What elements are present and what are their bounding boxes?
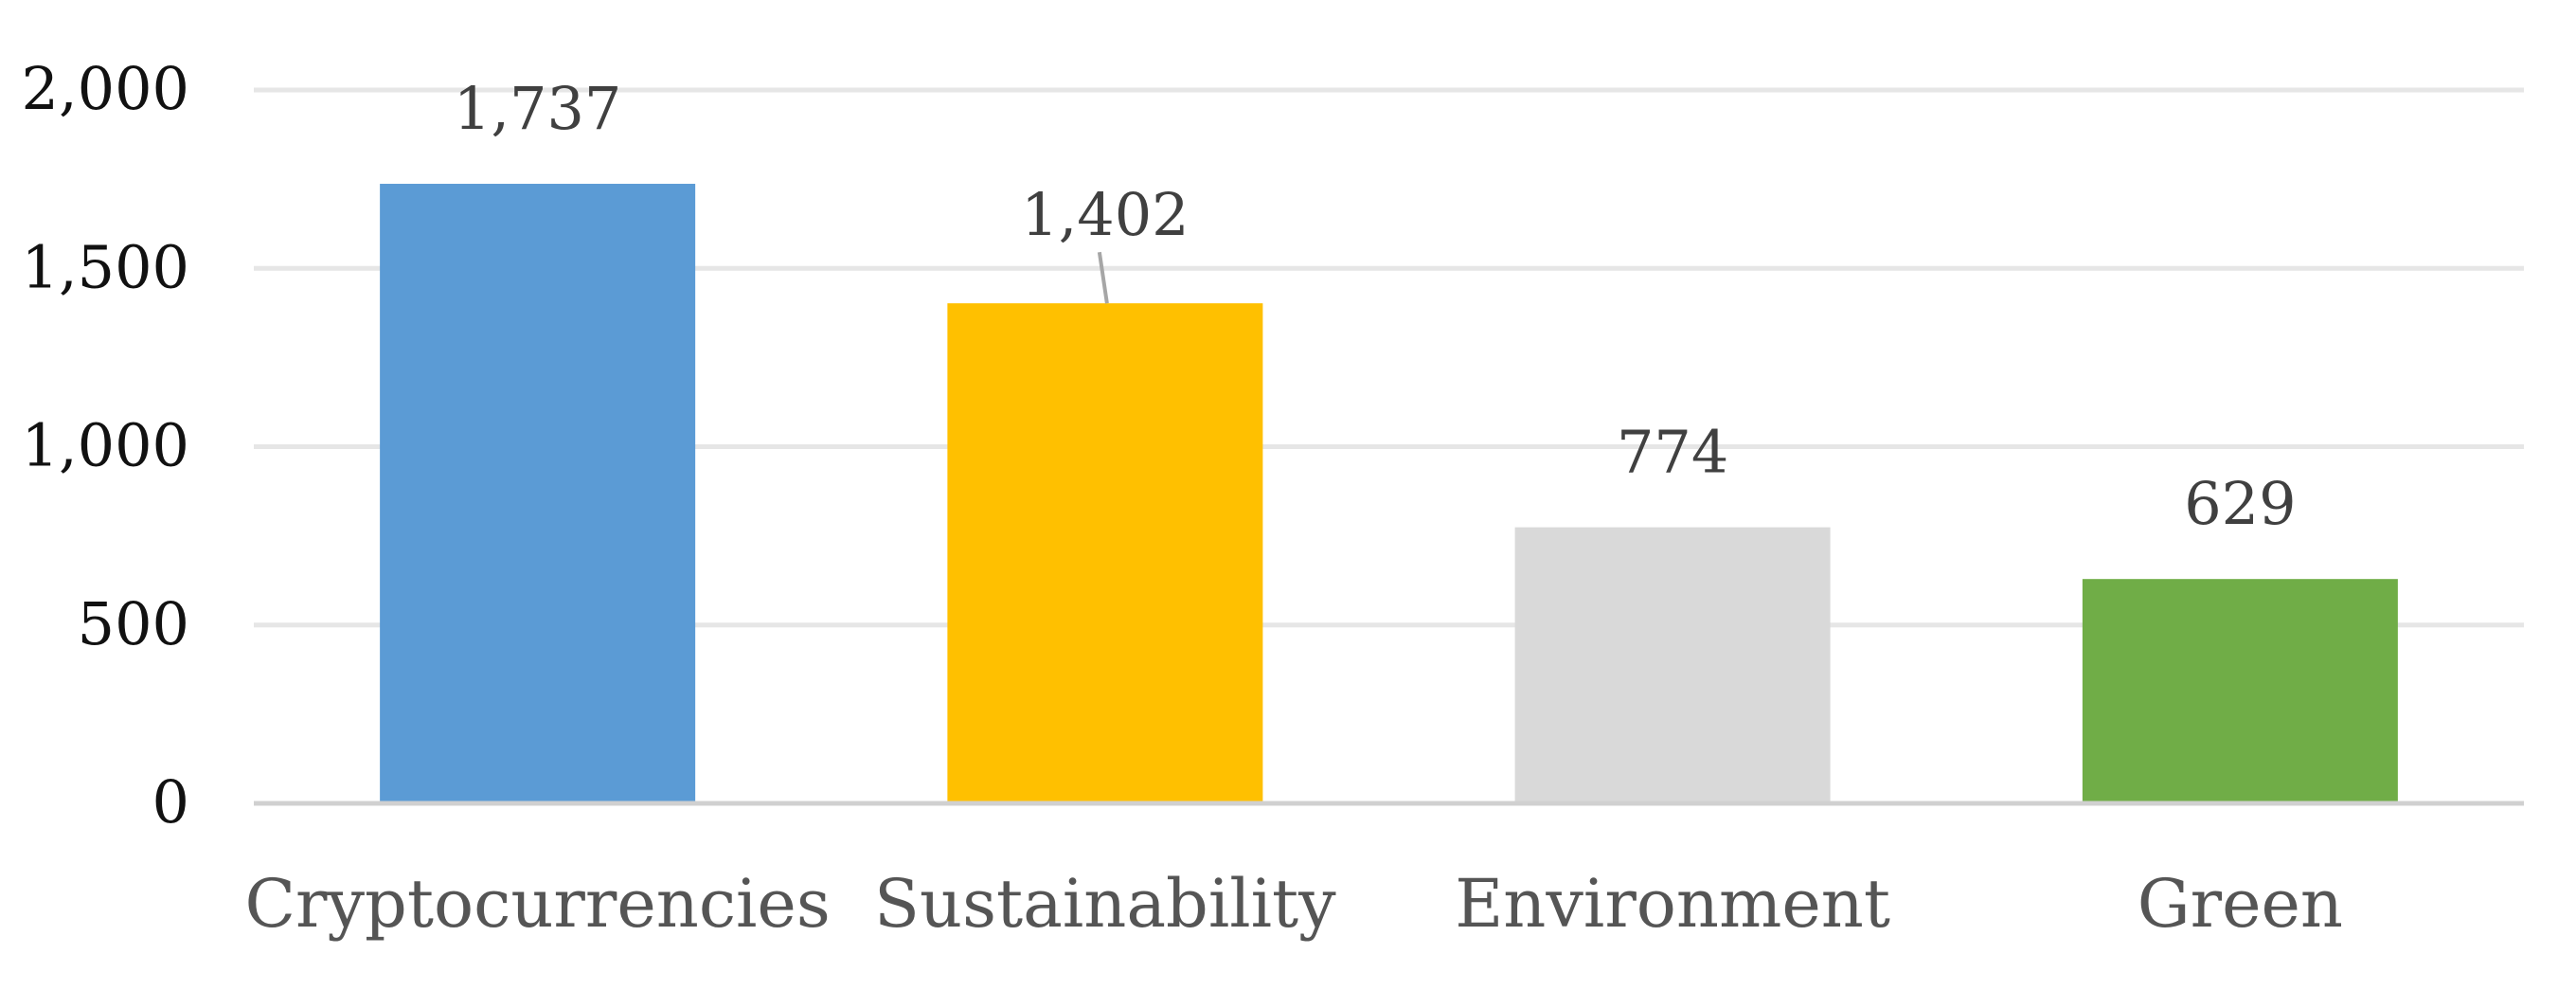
data-label: 629 <box>2184 469 2296 538</box>
data-label: 774 <box>1617 418 1728 487</box>
y-tick-label: 0 <box>152 767 189 837</box>
y-tick-label: 2,000 <box>22 54 190 123</box>
bar-green <box>2082 579 2398 803</box>
y-tick-label: 1,500 <box>22 232 190 301</box>
x-tick-label: Sustainability <box>874 865 1336 943</box>
y-tick-label: 500 <box>78 589 189 658</box>
bar-sustainability <box>947 303 1263 804</box>
bars <box>380 184 2398 804</box>
x-axis-tick-labels: Cryptocurrencies Sustainability Environmen… <box>244 865 2343 943</box>
y-tick-label: 1,000 <box>22 411 190 480</box>
x-tick-label: Green <box>2138 865 2343 943</box>
y-axis-tick-labels: 0 500 1,000 1,500 2,000 <box>22 54 190 837</box>
bar-environment <box>1514 527 1831 803</box>
data-label-leaders <box>1097 251 1109 304</box>
x-tick-label: Environment <box>1455 865 1890 943</box>
data-label: 1,737 <box>454 74 622 143</box>
data-label: 1,402 <box>1021 180 1190 249</box>
data-labels: 1,737 1,402 774 629 <box>454 74 2297 538</box>
bar-cryptocurrencies <box>380 184 696 803</box>
data-label-leader <box>1097 251 1109 304</box>
x-tick-label: Cryptocurrencies <box>244 865 830 943</box>
